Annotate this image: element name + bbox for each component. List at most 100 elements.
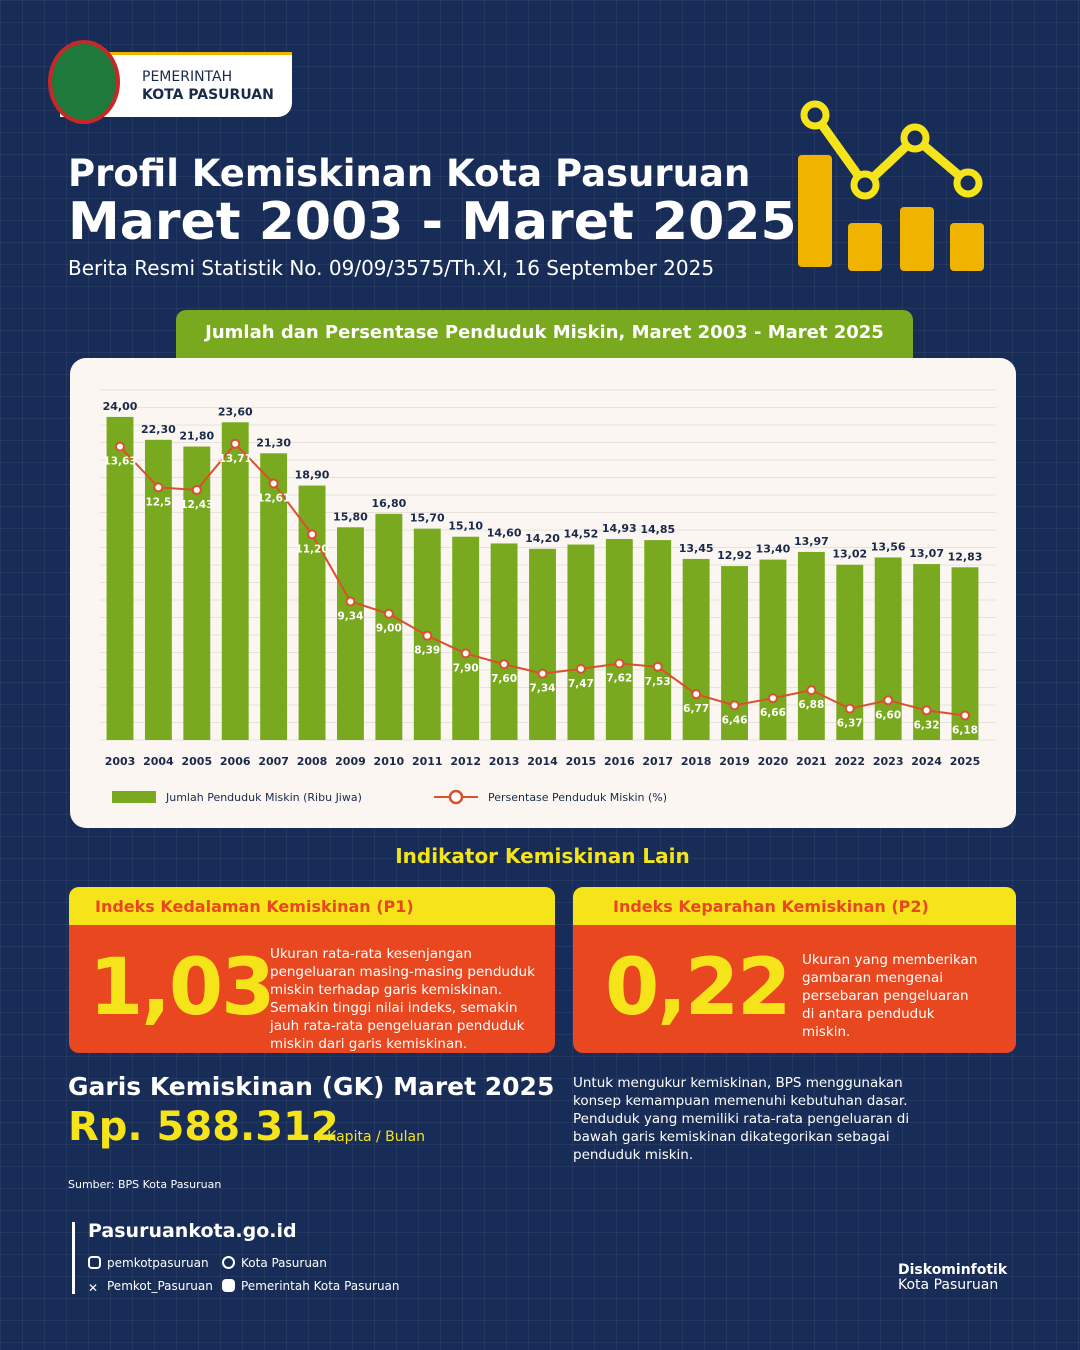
legend-label: Jumlah Penduduk Miskin (Ribu Jiwa) bbox=[165, 791, 362, 804]
org-name: PEMERINTAH KOTA PASURUAN bbox=[142, 68, 274, 104]
title: Profil Kemiskinan Kota Pasuruan bbox=[68, 152, 751, 195]
bar-value-label: 18,90 bbox=[295, 469, 330, 482]
footer-bar bbox=[72, 1222, 75, 1294]
bar-value-label: 22,30 bbox=[141, 423, 176, 436]
line-value-label: 9,34 bbox=[337, 610, 363, 622]
card-value: 0,22 bbox=[605, 943, 791, 1033]
subtitle: Berita Resmi Statistik No. 09/09/3575/Th… bbox=[68, 256, 715, 280]
line-point bbox=[806, 685, 817, 696]
x-tick-label: 2019 bbox=[719, 755, 750, 768]
social-handle: Pemkot_Pasuruan bbox=[107, 1279, 213, 1293]
bar bbox=[644, 540, 672, 740]
bar bbox=[529, 548, 556, 740]
card-description: Ukuran yang memberikan gambaran mengenai… bbox=[802, 952, 978, 1040]
bar bbox=[721, 566, 748, 740]
poverty-line-unit: / Kapita / Bulan bbox=[318, 1129, 425, 1145]
line-value-label: 12,61 bbox=[257, 492, 290, 504]
poverty-line-value: Rp. 588.312 bbox=[68, 1104, 339, 1150]
social-handle: Kota Pasuruan bbox=[241, 1256, 327, 1270]
x-tick-label: 2020 bbox=[758, 755, 789, 768]
decor-icon bbox=[798, 100, 984, 271]
bar bbox=[490, 543, 518, 740]
social: Kota Pasuruan bbox=[222, 1256, 327, 1270]
line-value-label: 12,43 bbox=[180, 499, 213, 511]
x-tick-label: 2004 bbox=[143, 755, 174, 768]
bar-value-label: 15,10 bbox=[448, 520, 483, 533]
legend-swatch bbox=[112, 791, 156, 803]
line-point bbox=[191, 484, 202, 495]
legend-swatch bbox=[448, 789, 464, 805]
line-point bbox=[383, 608, 394, 619]
bar-value-label: 13,07 bbox=[909, 547, 944, 560]
bar bbox=[759, 559, 787, 740]
line-point bbox=[153, 482, 164, 493]
line-point bbox=[537, 668, 548, 679]
bar-value-label: 13,56 bbox=[871, 540, 906, 553]
line-value-label: 6,88 bbox=[798, 699, 824, 711]
bar bbox=[183, 446, 211, 740]
line-value-label: 7,47 bbox=[568, 678, 594, 690]
bar-value-label: 24,00 bbox=[103, 400, 138, 413]
section-heading: Indikator Kemiskinan Lain bbox=[395, 844, 690, 868]
x-tick-label: 2022 bbox=[834, 755, 865, 768]
agency-line: Kota Pasuruan bbox=[898, 1277, 999, 1293]
bar bbox=[375, 513, 403, 740]
x-tick-label: 2010 bbox=[374, 755, 405, 768]
bar-value-label: 14,20 bbox=[525, 532, 560, 545]
logo bbox=[48, 40, 120, 124]
line-value-label: 6,32 bbox=[914, 719, 940, 731]
card-value: 1,03 bbox=[89, 943, 275, 1033]
bar-value-label: 16,80 bbox=[371, 497, 406, 510]
line-point bbox=[230, 438, 241, 449]
line-point bbox=[575, 663, 586, 674]
line-point bbox=[422, 630, 433, 641]
agency: Diskominfotik Kota Pasuruan bbox=[898, 1263, 1007, 1293]
line-value-label: 13,63 bbox=[103, 456, 136, 468]
x-tick-label: 2017 bbox=[642, 755, 673, 768]
x-tick-label: 2018 bbox=[681, 755, 712, 768]
source: Sumber: BPS Kota Pasuruan bbox=[68, 1178, 222, 1191]
legend-label: Persentase Penduduk Miskin (%) bbox=[488, 791, 667, 804]
bar bbox=[260, 453, 288, 740]
line-value-label: 8,39 bbox=[414, 645, 440, 657]
line-value-label: 9,00 bbox=[376, 623, 402, 635]
line-value-label: 11,20 bbox=[295, 543, 328, 555]
org-line: PEMERINTAH bbox=[142, 69, 233, 85]
bar-value-label: 15,80 bbox=[333, 510, 368, 523]
bar-value-label: 12,83 bbox=[948, 550, 983, 563]
card-title: Indeks Kedalaman Kemiskinan (P1) bbox=[69, 887, 555, 925]
line-value-label: 7,62 bbox=[606, 673, 632, 685]
card-title: Indeks Keparahan Kemiskinan (P2) bbox=[573, 887, 1016, 925]
line-point bbox=[614, 658, 625, 669]
website: Pasuruankota.go.id bbox=[88, 1220, 297, 1242]
x-tick-label: 2025 bbox=[950, 755, 981, 768]
chart-panel: 2003 2004 2005 2006 2007 2008 2009 2010 2011 2012… bbox=[70, 358, 1016, 828]
org-line: KOTA PASURUAN bbox=[142, 87, 274, 103]
x-tick-label: 2024 bbox=[911, 755, 942, 768]
x-tick-label: 2005 bbox=[182, 755, 213, 768]
line-value-label: 6,46 bbox=[722, 714, 748, 726]
line-point bbox=[844, 703, 855, 714]
line-value-label: 6,66 bbox=[760, 707, 786, 719]
card-description: Ukuran rata-rata kesenjangan pengeluaran… bbox=[270, 946, 535, 1052]
line-value-label: 7,53 bbox=[645, 676, 671, 688]
x-tick-label: 2012 bbox=[450, 755, 481, 768]
social: ✕ Pemkot_Pasuruan bbox=[88, 1279, 213, 1295]
x-tick-label: 2006 bbox=[220, 755, 251, 768]
social-handle: Pemerintah Kota Pasuruan bbox=[241, 1279, 400, 1293]
poverty-line-note: Untuk mengukur kemiskinan, BPS menggunak… bbox=[573, 1075, 910, 1163]
line-point bbox=[883, 695, 894, 706]
line-point bbox=[460, 648, 471, 659]
bar-value-label: 13,40 bbox=[756, 543, 791, 556]
bar-value-label: 23,60 bbox=[218, 405, 253, 418]
x-tick-label: 2014 bbox=[527, 755, 558, 768]
line-point bbox=[307, 529, 318, 540]
bar-value-label: 13,02 bbox=[832, 548, 867, 561]
indicator-card: Indeks Keparahan Kemiskinan (P2) 0,22 Uk… bbox=[573, 887, 1016, 1053]
line-point bbox=[767, 693, 778, 704]
social: pemkotpasuruan bbox=[88, 1256, 209, 1270]
line-point bbox=[499, 659, 510, 670]
line-value-label: 6,37 bbox=[837, 718, 863, 730]
bar-value-label: 14,60 bbox=[487, 526, 522, 539]
